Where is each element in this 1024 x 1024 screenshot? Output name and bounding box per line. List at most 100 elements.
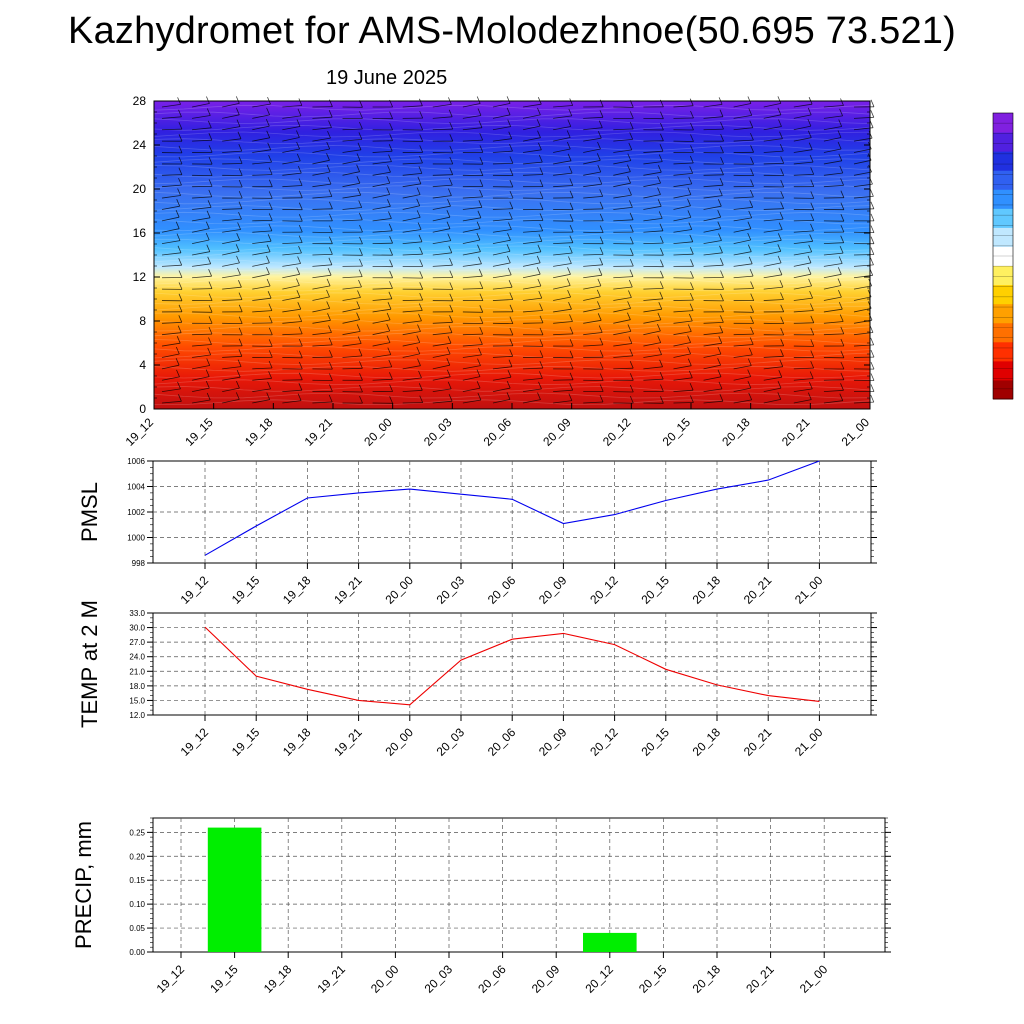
wind-barb [522, 273, 541, 279]
wind-barb-flag [720, 167, 724, 175]
contour-line [153, 285, 871, 292]
wind-barb [733, 103, 751, 108]
wind-barb-flag [870, 257, 874, 266]
x-tick-label: 20_06 [485, 573, 519, 607]
wind-barb [192, 196, 212, 199]
x-tick-label: 20_18 [690, 725, 724, 759]
wind-barb [703, 322, 724, 324]
wind-barb-flag [777, 96, 782, 104]
y-tick-label: 12.0 [129, 711, 145, 720]
wind-barb [853, 308, 872, 313]
wind-barb [252, 367, 273, 370]
wind-barb [523, 161, 543, 165]
wind-barb [553, 185, 573, 188]
wind-barb-flag [628, 290, 632, 298]
wind-barb [161, 128, 182, 131]
wind-barb-flag [389, 281, 393, 289]
wind-barb [161, 376, 180, 381]
wind-barb [372, 150, 393, 153]
wind-barb [643, 171, 662, 176]
wind-barb [192, 399, 211, 404]
wind-barb [192, 217, 211, 222]
wind-barb [492, 229, 512, 233]
wind-barb-flag [237, 222, 241, 230]
wind-barb-flag [628, 187, 632, 196]
wind-barb [763, 218, 784, 222]
wind-barb [192, 206, 212, 210]
wind-barb-flag [809, 290, 813, 299]
wind-barb [192, 344, 212, 347]
wind-barb-flag [720, 282, 724, 290]
wind-barb-flag [208, 337, 212, 345]
wind-barb-flag [567, 267, 571, 275]
wind-barb [733, 196, 754, 199]
wind-barb [583, 296, 601, 301]
x-tick-label: 21_00 [792, 573, 826, 607]
wind-barb-flag [235, 107, 240, 115]
wind-barb [643, 354, 662, 358]
wind-barb [222, 299, 243, 301]
wind-barb-flag [748, 256, 753, 264]
wind-barb [523, 174, 543, 176]
wind-barb [733, 399, 752, 404]
wind-barb-flag [569, 214, 574, 222]
wind-barb [733, 354, 753, 358]
wind-barb-flag [506, 107, 511, 115]
wind-barb-flag [446, 346, 451, 355]
wind-barb [342, 343, 362, 347]
wind-barb [372, 319, 391, 324]
wind-barb [793, 103, 813, 108]
y-tick-label: 28 [133, 94, 147, 108]
wind-barb-flag [477, 358, 481, 366]
wind-barb-flag [657, 187, 661, 195]
wind-barb-flag [688, 222, 693, 230]
wind-barb-flag [629, 258, 634, 267]
wind-barb-flag [660, 122, 664, 131]
wind-barb-flag [238, 190, 243, 199]
wind-barb [492, 208, 513, 210]
wind-barb-flag [507, 119, 512, 127]
wind-barb-flag [718, 233, 722, 241]
wind-barb [402, 162, 423, 165]
wind-barb-flag [537, 107, 541, 116]
wind-barb [643, 218, 663, 222]
wind-barb [793, 310, 814, 313]
wind-barb [222, 218, 242, 222]
wind-barb [613, 319, 631, 324]
wind-barb-flag [389, 236, 393, 244]
wind-barb [703, 342, 722, 347]
wind-barb-flag [205, 369, 210, 377]
wind-barb-flag [328, 325, 332, 333]
wind-barb-flag [237, 131, 242, 139]
wind-barb-flag [628, 142, 633, 151]
wind-barb [613, 343, 632, 347]
wind-barb-flag [509, 338, 514, 346]
wind-barb [222, 286, 242, 290]
wind-barb-flag [509, 190, 514, 199]
wind-barb-flag [840, 224, 845, 233]
wind-barb [462, 251, 481, 256]
wind-barb-flag [418, 303, 423, 311]
wind-barb [192, 103, 210, 108]
wind-barb-flag [328, 394, 333, 403]
wind-barb [432, 216, 450, 222]
wind-barb [192, 387, 210, 393]
wind-barb [161, 184, 182, 188]
wind-barb [282, 148, 300, 153]
wind-barb-flag [689, 234, 694, 242]
wind-barb [402, 229, 422, 233]
wind-barb [222, 114, 240, 119]
wind-barb-flag [206, 392, 211, 401]
wind-barb-flag [689, 303, 694, 311]
wind-barb [522, 240, 542, 245]
wind-barb-flag [536, 118, 541, 127]
wind-barb-flag [178, 304, 183, 312]
wind-barb-flag [235, 392, 240, 400]
wind-barb [402, 342, 420, 347]
wind-barb [643, 308, 662, 313]
wind-barb [733, 288, 754, 290]
wind-barb [282, 308, 301, 313]
wind-barb [402, 389, 423, 393]
wind-barb-flag [810, 202, 815, 210]
wind-barb [823, 185, 844, 188]
